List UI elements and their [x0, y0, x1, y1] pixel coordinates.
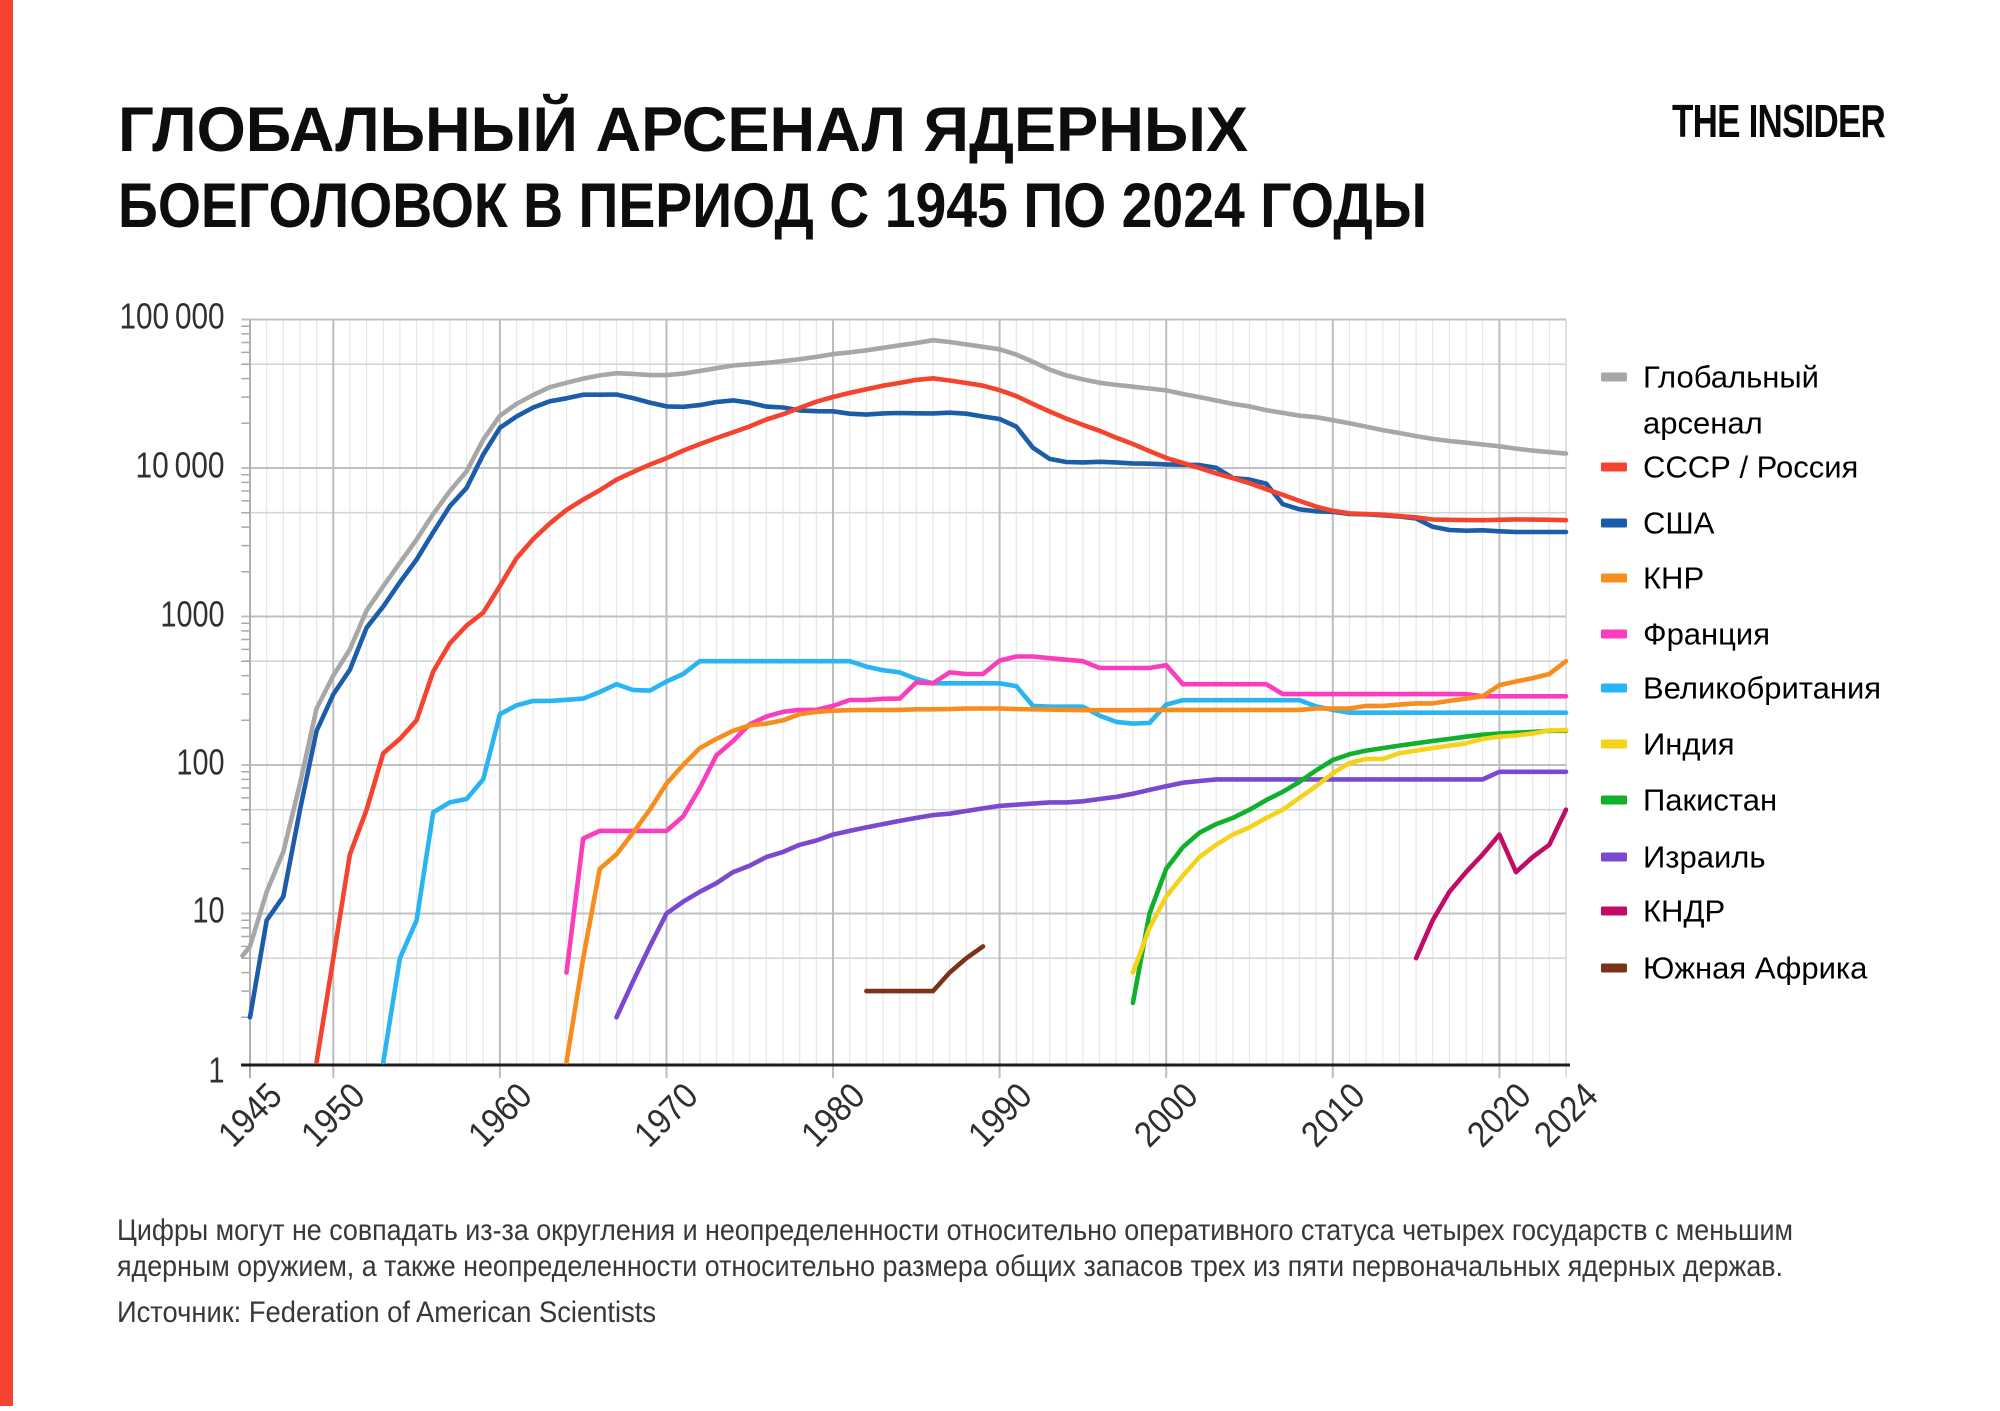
svg-text:1: 1 — [209, 1050, 225, 1091]
svg-text:10: 10 — [193, 890, 225, 931]
svg-text:Южная Африка: Южная Африка — [1643, 951, 1868, 986]
svg-text:100 000: 100 000 — [120, 296, 225, 337]
svg-text:Цифры могут не совпадать из-за: Цифры могут не совпадать из-за округлени… — [117, 1214, 1793, 1247]
svg-text:Пакистан: Пакистан — [1643, 783, 1777, 818]
svg-text:ядерным оружием, а также неопр: ядерным оружием, а также неопределенност… — [117, 1250, 1783, 1283]
svg-text:Глобальный: Глобальный — [1643, 360, 1819, 395]
svg-text:100: 100 — [177, 742, 225, 783]
svg-text:Великобритания: Великобритания — [1643, 671, 1881, 706]
svg-text:БОЕГОЛОВОК В ПЕРИОД С 1945 ПО: БОЕГОЛОВОК В ПЕРИОД С 1945 ПО 2024 ГОДЫ — [118, 171, 1427, 241]
svg-text:СССР / Россия: СССР / Россия — [1643, 450, 1858, 485]
svg-text:1000: 1000 — [161, 594, 225, 635]
svg-text:США: США — [1643, 506, 1715, 541]
svg-text:КНР: КНР — [1643, 561, 1704, 596]
svg-text:Франция: Франция — [1643, 617, 1770, 652]
svg-text:Источник: Federation of Americ: Источник: Federation of American Scienti… — [117, 1296, 656, 1329]
svg-text:10 000: 10 000 — [136, 445, 225, 486]
svg-text:ГЛОБАЛЬНЫЙ АРСЕНАЛ ЯДЕРНЫХ: ГЛОБАЛЬНЫЙ АРСЕНАЛ ЯДЕРНЫХ — [118, 94, 1248, 165]
svg-text:арсенал: арсенал — [1643, 406, 1763, 441]
svg-text:Индия: Индия — [1643, 727, 1735, 762]
svg-text:THE INSIDER: THE INSIDER — [1672, 95, 1885, 147]
svg-text:Израиль: Израиль — [1643, 840, 1766, 875]
svg-text:КНДР: КНДР — [1643, 894, 1725, 929]
